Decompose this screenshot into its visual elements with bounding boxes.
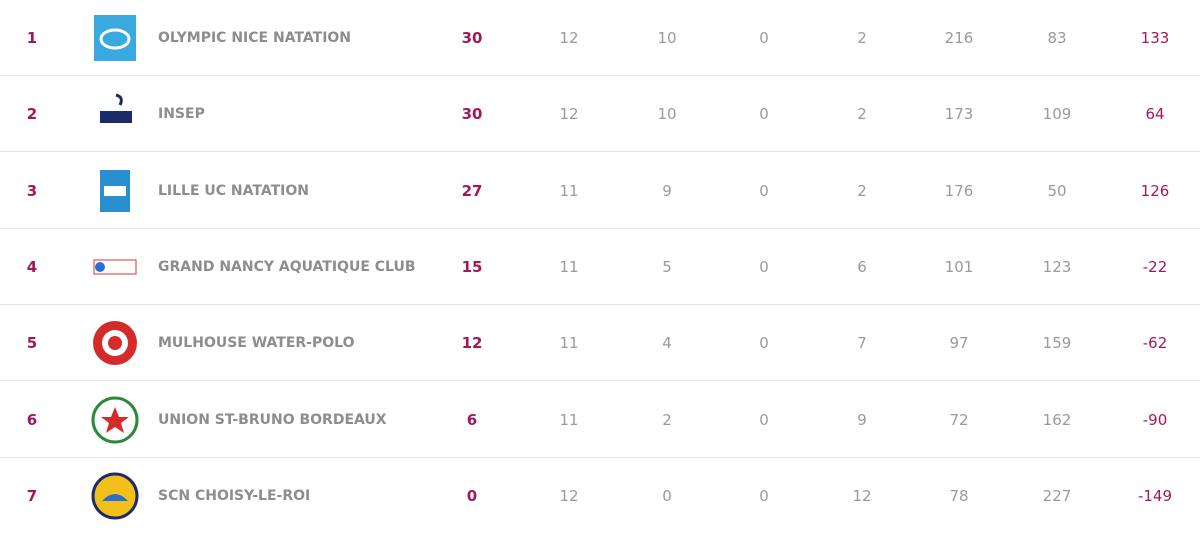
- stat-cell: 0: [759, 410, 769, 429]
- team-name: UNION ST-BRUNO BORDEAUX: [158, 411, 387, 428]
- rank: 3: [26, 181, 38, 200]
- stat-cell: 133: [1140, 29, 1170, 47]
- stat-cell: 97: [949, 334, 969, 353]
- stat-cell: 15: [461, 257, 483, 276]
- stat-cell: 11: [559, 410, 579, 429]
- rank: 1: [26, 29, 38, 47]
- stat-cell: -149: [1137, 486, 1173, 505]
- team-name: INSEP: [158, 106, 205, 123]
- stat-cell: 6: [466, 410, 478, 429]
- stat-cell: -22: [1142, 257, 1168, 276]
- stat-cell: 0: [759, 486, 769, 505]
- stat-cell: 0: [466, 486, 478, 505]
- rank: 5: [26, 334, 38, 353]
- stat-cell: 27: [461, 181, 483, 200]
- stat-cell: 2: [857, 105, 867, 124]
- team-logo: [93, 259, 137, 275]
- table-row: 1 OLYMPIC NICE NATATION 30 12 10 0 2 216 83 133: [0, 0, 1200, 76]
- team-logo: [100, 169, 130, 212]
- team-logo: [94, 15, 136, 61]
- stat-cell: 30: [461, 105, 483, 124]
- stat-cell: 12: [559, 29, 579, 47]
- stat-cell: 0: [759, 105, 769, 124]
- stat-cell: 5: [662, 257, 672, 276]
- team-logo: [93, 321, 137, 366]
- stat-cell: 101: [944, 257, 974, 276]
- stat-cell: -90: [1142, 410, 1168, 429]
- stat-cell: 10: [657, 105, 677, 124]
- stat-cell: 30: [461, 29, 483, 47]
- stat-cell: 11: [559, 257, 579, 276]
- rank: 2: [26, 105, 38, 124]
- stat-cell: 6: [857, 257, 867, 276]
- stat-cell: 83: [1047, 29, 1067, 47]
- stat-cell: 227: [1042, 486, 1072, 505]
- stat-cell: 176: [944, 181, 974, 200]
- table-row: 7 SCN CHOISY-LE-ROI 0 12 0 0 12 78 227 -149: [0, 458, 1200, 534]
- team-name: SCN CHOISY-LE-ROI: [158, 487, 311, 504]
- rank: 7: [26, 486, 38, 505]
- stat-cell: 2: [662, 410, 672, 429]
- stat-cell: 126: [1140, 181, 1170, 200]
- stat-cell: -62: [1142, 334, 1168, 353]
- stat-cell: 10: [657, 29, 677, 47]
- stat-cell: 4: [662, 334, 672, 353]
- team-logo: [91, 396, 139, 443]
- stat-cell: 11: [559, 334, 579, 353]
- stat-cell: 7: [857, 334, 867, 353]
- table-row: 4 GRAND NANCY AQUATIQUE CLUB 15 11 5 0 6 101 123…: [0, 229, 1200, 305]
- table-row: 6 UNION ST-BRUNO BORDEAUX 6 11 2 0 9 72 162 -90: [0, 382, 1200, 458]
- stat-cell: 64: [1145, 105, 1165, 124]
- stat-cell: 50: [1047, 181, 1067, 200]
- stat-cell: 2: [857, 29, 867, 47]
- stat-cell: 12: [559, 105, 579, 124]
- team-logo: [100, 93, 132, 124]
- stat-cell: 109: [1042, 105, 1072, 124]
- stat-cell: 0: [759, 181, 769, 200]
- stat-cell: 2: [857, 181, 867, 200]
- rank: 4: [26, 257, 38, 276]
- team-name: GRAND NANCY AQUATIQUE CLUB: [158, 258, 416, 275]
- table-row: 5 MULHOUSE WATER-POLO 12 11 4 0 7 97 159 -62: [0, 305, 1200, 382]
- stat-cell: 12: [461, 334, 483, 353]
- stat-cell: 0: [759, 257, 769, 276]
- stat-cell: 0: [759, 334, 769, 353]
- stat-cell: 216: [944, 29, 974, 47]
- stat-cell: 11: [559, 181, 579, 200]
- rank: 6: [26, 410, 38, 429]
- stat-cell: 173: [944, 105, 974, 124]
- stat-cell: 9: [662, 181, 672, 200]
- stat-cell: 159: [1042, 334, 1072, 353]
- stat-cell: 78: [949, 486, 969, 505]
- stat-cell: 0: [759, 29, 769, 47]
- team-name: MULHOUSE WATER-POLO: [158, 335, 355, 352]
- stat-cell: 72: [949, 410, 969, 429]
- team-name: LILLE UC NATATION: [158, 182, 309, 199]
- stat-cell: 162: [1042, 410, 1072, 429]
- table-row: 2 INSEP 30 12 10 0 2 173 109 64: [0, 76, 1200, 153]
- team-name: OLYMPIC NICE NATATION: [158, 30, 352, 46]
- stat-cell: 0: [662, 486, 672, 505]
- stat-cell: 9: [857, 410, 867, 429]
- team-logo: [91, 472, 139, 520]
- stat-cell: 12: [559, 486, 579, 505]
- stat-cell: 12: [852, 486, 872, 505]
- table-row: 3 LILLE UC NATATION 27 11 9 0 2 176 50 126: [0, 153, 1200, 229]
- stat-cell: 123: [1042, 257, 1072, 276]
